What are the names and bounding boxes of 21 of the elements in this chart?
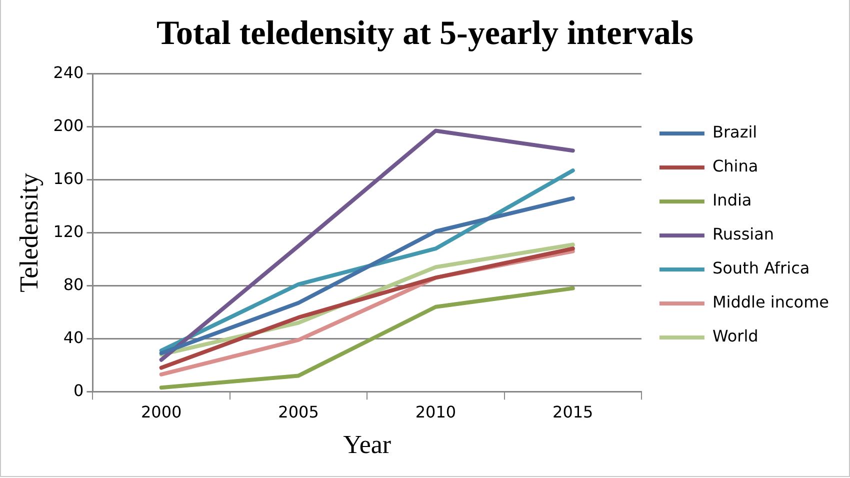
legend-label: South Africa (712, 258, 810, 278)
y-tick-label: 200 (53, 116, 84, 135)
legend-label: India (712, 190, 752, 210)
x-tick-label: 2000 (140, 402, 182, 422)
y-tick-label: 120 (53, 222, 84, 241)
y-tick-label: 80 (63, 274, 84, 294)
legend-label: Brazil (712, 122, 758, 142)
x-axis-title: Year (343, 430, 392, 460)
x-tick-label: 2015 (552, 402, 594, 422)
chart-title: Total teledensity at 5-yearly intervals (156, 15, 694, 52)
y-tick-label: 0 (74, 380, 84, 400)
x-tick-label: 2005 (278, 402, 319, 422)
legend-label: World (712, 326, 758, 346)
y-tick-label: 160 (53, 168, 84, 188)
legend-label: Russian (712, 224, 774, 244)
legend-label: China (712, 156, 758, 176)
legend-label: Middle income (712, 292, 830, 312)
y-axis-title: Teledensity (14, 172, 44, 292)
y-tick-label: 40 (63, 328, 84, 347)
y-tick-label: 240 (53, 62, 84, 82)
x-tick-label: 2010 (415, 402, 456, 422)
